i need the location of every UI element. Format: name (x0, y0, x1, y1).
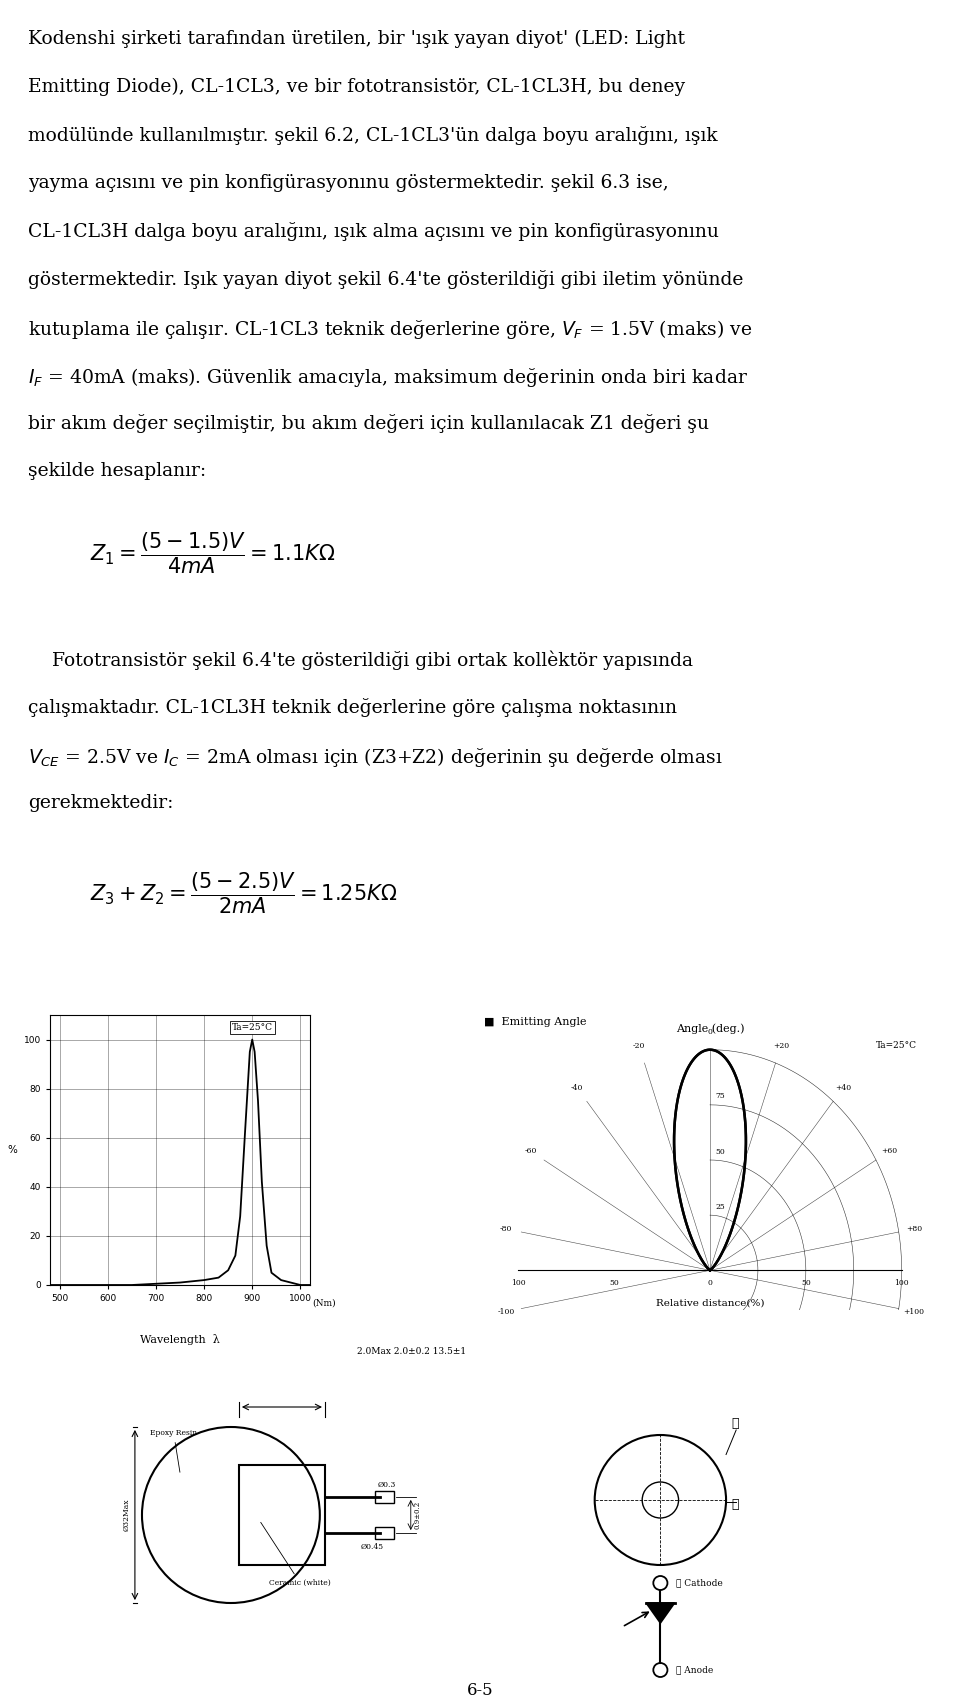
Text: Ø0.45: Ø0.45 (360, 1544, 383, 1551)
Text: $Z_3 + Z_2 = \dfrac{(5-2.5)V}{2mA} = 1.25K\Omega$: $Z_3 + Z_2 = \dfrac{(5-2.5)V}{2mA} = 1.2… (90, 870, 397, 916)
Text: 0.9±0.2: 0.9±0.2 (414, 1501, 421, 1528)
Text: şekilde hesaplanır:: şekilde hesaplanır: (28, 461, 206, 480)
Y-axis label: %: % (8, 1145, 17, 1156)
Text: yayma açısını ve pin konfigürasyonınu göstermektedir. şekil 6.3 ise,: yayma açısını ve pin konfigürasyonınu gö… (28, 174, 669, 192)
Text: bir akım değer seçilmiştir, bu akım değeri için kullanılacak Z1 değeri şu: bir akım değer seçilmiştir, bu akım değe… (28, 414, 709, 432)
Text: -40: -40 (571, 1084, 583, 1091)
Text: 75: 75 (716, 1093, 726, 1101)
Text: 6-5: 6-5 (467, 1682, 493, 1699)
Text: -60: -60 (524, 1147, 537, 1156)
Text: 0: 0 (708, 1028, 712, 1037)
Text: gerekmektedir:: gerekmektedir: (28, 795, 174, 812)
Bar (375, 1527, 394, 1539)
Text: +40: +40 (835, 1084, 852, 1091)
Text: çalışmaktadır. CL-1CL3H teknik değerlerine göre çalışma noktasının: çalışmaktadır. CL-1CL3H teknik değerleri… (28, 698, 677, 717)
Text: Emitting Diode), CL-1CL3, ve bir fototransistör, CL-1CL3H, bu deney: Emitting Diode), CL-1CL3, ve bir fototra… (28, 78, 685, 97)
Text: Kodenshi şirketi tarafından üretilen, bir 'ışık yayan diyot' (LED: Light: Kodenshi şirketi tarafından üretilen, bi… (28, 31, 685, 48)
Text: ① Cathode: ① Cathode (676, 1578, 722, 1588)
Text: Epoxy Resin: Epoxy Resin (150, 1430, 197, 1472)
Bar (239, 1465, 324, 1566)
Text: +20: +20 (773, 1042, 789, 1050)
Text: Angle (deg.): Angle (deg.) (676, 1023, 744, 1033)
Text: Wavelength  λ: Wavelength λ (140, 1334, 220, 1345)
Text: Fototransistör şekil 6.4'te gösterildiği gibi ortak kollèktör yapısında: Fototransistör şekil 6.4'te gösterildiği… (28, 650, 693, 669)
Text: ■  Emitting Angle: ■ Emitting Angle (484, 1016, 587, 1026)
Text: 50: 50 (716, 1147, 726, 1156)
Text: Ceramic (white): Ceramic (white) (261, 1522, 331, 1586)
Text: Ta=25°C: Ta=25°C (876, 1042, 917, 1050)
Text: CL-1CL3H dalga boyu aralığını, ışık alma açısını ve pin konfigürasyonınu: CL-1CL3H dalga boyu aralığını, ışık alma… (28, 221, 719, 242)
Bar (375, 1491, 394, 1503)
Text: -80: -80 (500, 1225, 513, 1232)
Text: $V_{CE}$ = 2.5V ve $I_C$ = 2mA olması için (Z3+Z2) değerinin şu değerde olması: $V_{CE}$ = 2.5V ve $I_C$ = 2mA olması iç… (28, 745, 723, 769)
Text: Ø32Max: Ø32Max (123, 1499, 131, 1532)
Text: 25: 25 (716, 1203, 726, 1210)
Text: ②: ② (732, 1498, 738, 1511)
Text: 100: 100 (511, 1280, 526, 1287)
Text: ①: ① (732, 1418, 738, 1430)
Text: $I_F$ = 40mA (maks). Güvenlik amacıyla, maksimum değerinin onda biri kadar: $I_F$ = 40mA (maks). Güvenlik amacıyla, … (28, 366, 748, 390)
Text: 100: 100 (895, 1280, 909, 1287)
Text: +60: +60 (881, 1147, 898, 1156)
Text: (Nm): (Nm) (313, 1299, 336, 1307)
Text: +100: +100 (903, 1307, 924, 1316)
Text: 0: 0 (708, 1280, 712, 1287)
Text: Ø0.3: Ø0.3 (377, 1481, 396, 1489)
Text: 50: 50 (801, 1280, 810, 1287)
Text: +80: +80 (906, 1225, 922, 1232)
Text: $Z_1 = \dfrac{(5-1.5)V}{4mA} = 1.1K\Omega$: $Z_1 = \dfrac{(5-1.5)V}{4mA} = 1.1K\Omeg… (90, 529, 335, 575)
Polygon shape (646, 1603, 675, 1624)
Text: modülünde kullanılmıştır. şekil 6.2, CL-1CL3'ün dalga boyu aralığını, ışık: modülünde kullanılmıştır. şekil 6.2, CL-… (28, 126, 718, 145)
Text: -100: -100 (497, 1307, 515, 1316)
Text: Relative distance(%): Relative distance(%) (656, 1299, 764, 1307)
Text: göstermektedir. Işık yayan diyot şekil 6.4'te gösterildiği gibi iletim yönünde: göstermektedir. Işık yayan diyot şekil 6… (28, 271, 743, 289)
Text: 50: 50 (610, 1280, 619, 1287)
Text: Ta=25°C: Ta=25°C (232, 1023, 273, 1031)
Text: 2.0Max 2.0±0.2 13.5±1: 2.0Max 2.0±0.2 13.5±1 (357, 1346, 467, 1356)
Text: kutuplama ile çalışır. CL-1CL3 teknik değerlerine göre, $V_F$ = 1.5V (maks) ve: kutuplama ile çalışır. CL-1CL3 teknik de… (28, 318, 753, 340)
Text: ② Anode: ② Anode (676, 1666, 712, 1675)
Text: -20: -20 (633, 1042, 645, 1050)
